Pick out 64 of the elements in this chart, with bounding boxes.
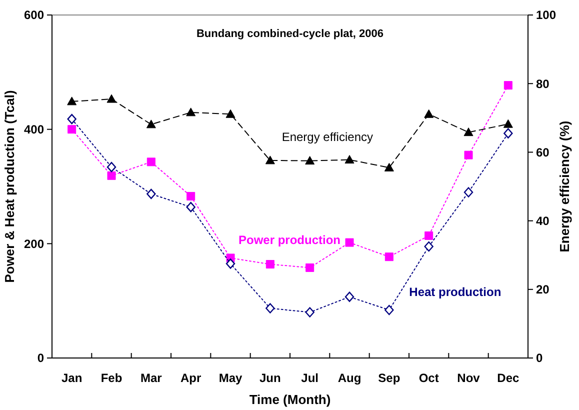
x-tick-label: Jun	[259, 371, 281, 385]
y2-tick-label: 40	[536, 214, 550, 228]
point	[186, 192, 196, 200]
point	[384, 252, 394, 262]
point	[464, 150, 473, 160]
point	[186, 108, 196, 116]
series-label: Power production	[238, 232, 340, 247]
point	[146, 188, 156, 200]
point	[345, 238, 354, 247]
point	[106, 94, 116, 103]
point	[266, 303, 275, 314]
x-tick-label: Nov	[457, 371, 480, 385]
point	[504, 128, 513, 138]
y-axis-title: Power & Heat production (Tcal)	[2, 90, 17, 283]
series-label: Energy efficiency	[282, 130, 374, 144]
y-tick-label: 200	[24, 236, 44, 251]
point	[344, 154, 354, 164]
y2-axis-title: Energy efficiency (%)	[557, 120, 572, 252]
point	[146, 158, 156, 166]
point	[424, 241, 434, 252]
point	[344, 292, 354, 302]
text: Bundang combined-cycle plat, 2006	[196, 28, 384, 40]
x-tick-label: Dec	[497, 371, 520, 385]
point	[464, 187, 474, 198]
point	[384, 162, 394, 172]
point	[305, 156, 315, 165]
point	[266, 260, 274, 268]
point	[384, 304, 394, 316]
y-tick-label: 0	[37, 351, 44, 366]
x-tick-label: Sep	[378, 371, 400, 385]
point	[226, 109, 236, 118]
point	[226, 258, 236, 269]
x-tick-label: May	[218, 371, 242, 385]
y-tick-label: 400	[24, 122, 44, 137]
point	[464, 128, 474, 136]
y-tick-label: 600	[24, 8, 44, 22]
series-label: Heat production	[409, 284, 502, 299]
point	[107, 171, 116, 180]
x-tick-label: Mar	[140, 371, 162, 385]
point	[68, 125, 76, 134]
y2-tick-label: 80	[536, 76, 550, 91]
point	[424, 109, 434, 118]
x-tick-label: Aug	[338, 371, 362, 385]
point	[305, 307, 314, 318]
y2-tick-label: 0	[536, 351, 543, 366]
point	[146, 120, 156, 128]
x-tick-label: Jul	[301, 371, 319, 385]
x-tick-label: Jan	[61, 371, 82, 385]
y2-tick-label: 60	[536, 145, 550, 160]
point	[67, 114, 76, 124]
point	[67, 96, 77, 106]
point	[106, 162, 116, 172]
x-tick-label: Apr	[180, 371, 202, 385]
point	[503, 119, 513, 128]
point	[265, 156, 275, 164]
point	[424, 231, 434, 240]
x-axis-title: Time (Month)	[249, 392, 331, 407]
point	[306, 263, 314, 272]
point	[504, 81, 512, 90]
y2-tick-label: 20	[536, 282, 550, 297]
y2-tick-label: 100	[536, 8, 556, 22]
x-tick-label: Oct	[418, 371, 439, 385]
point	[186, 202, 196, 212]
x-tick-label: Feb	[100, 371, 122, 385]
